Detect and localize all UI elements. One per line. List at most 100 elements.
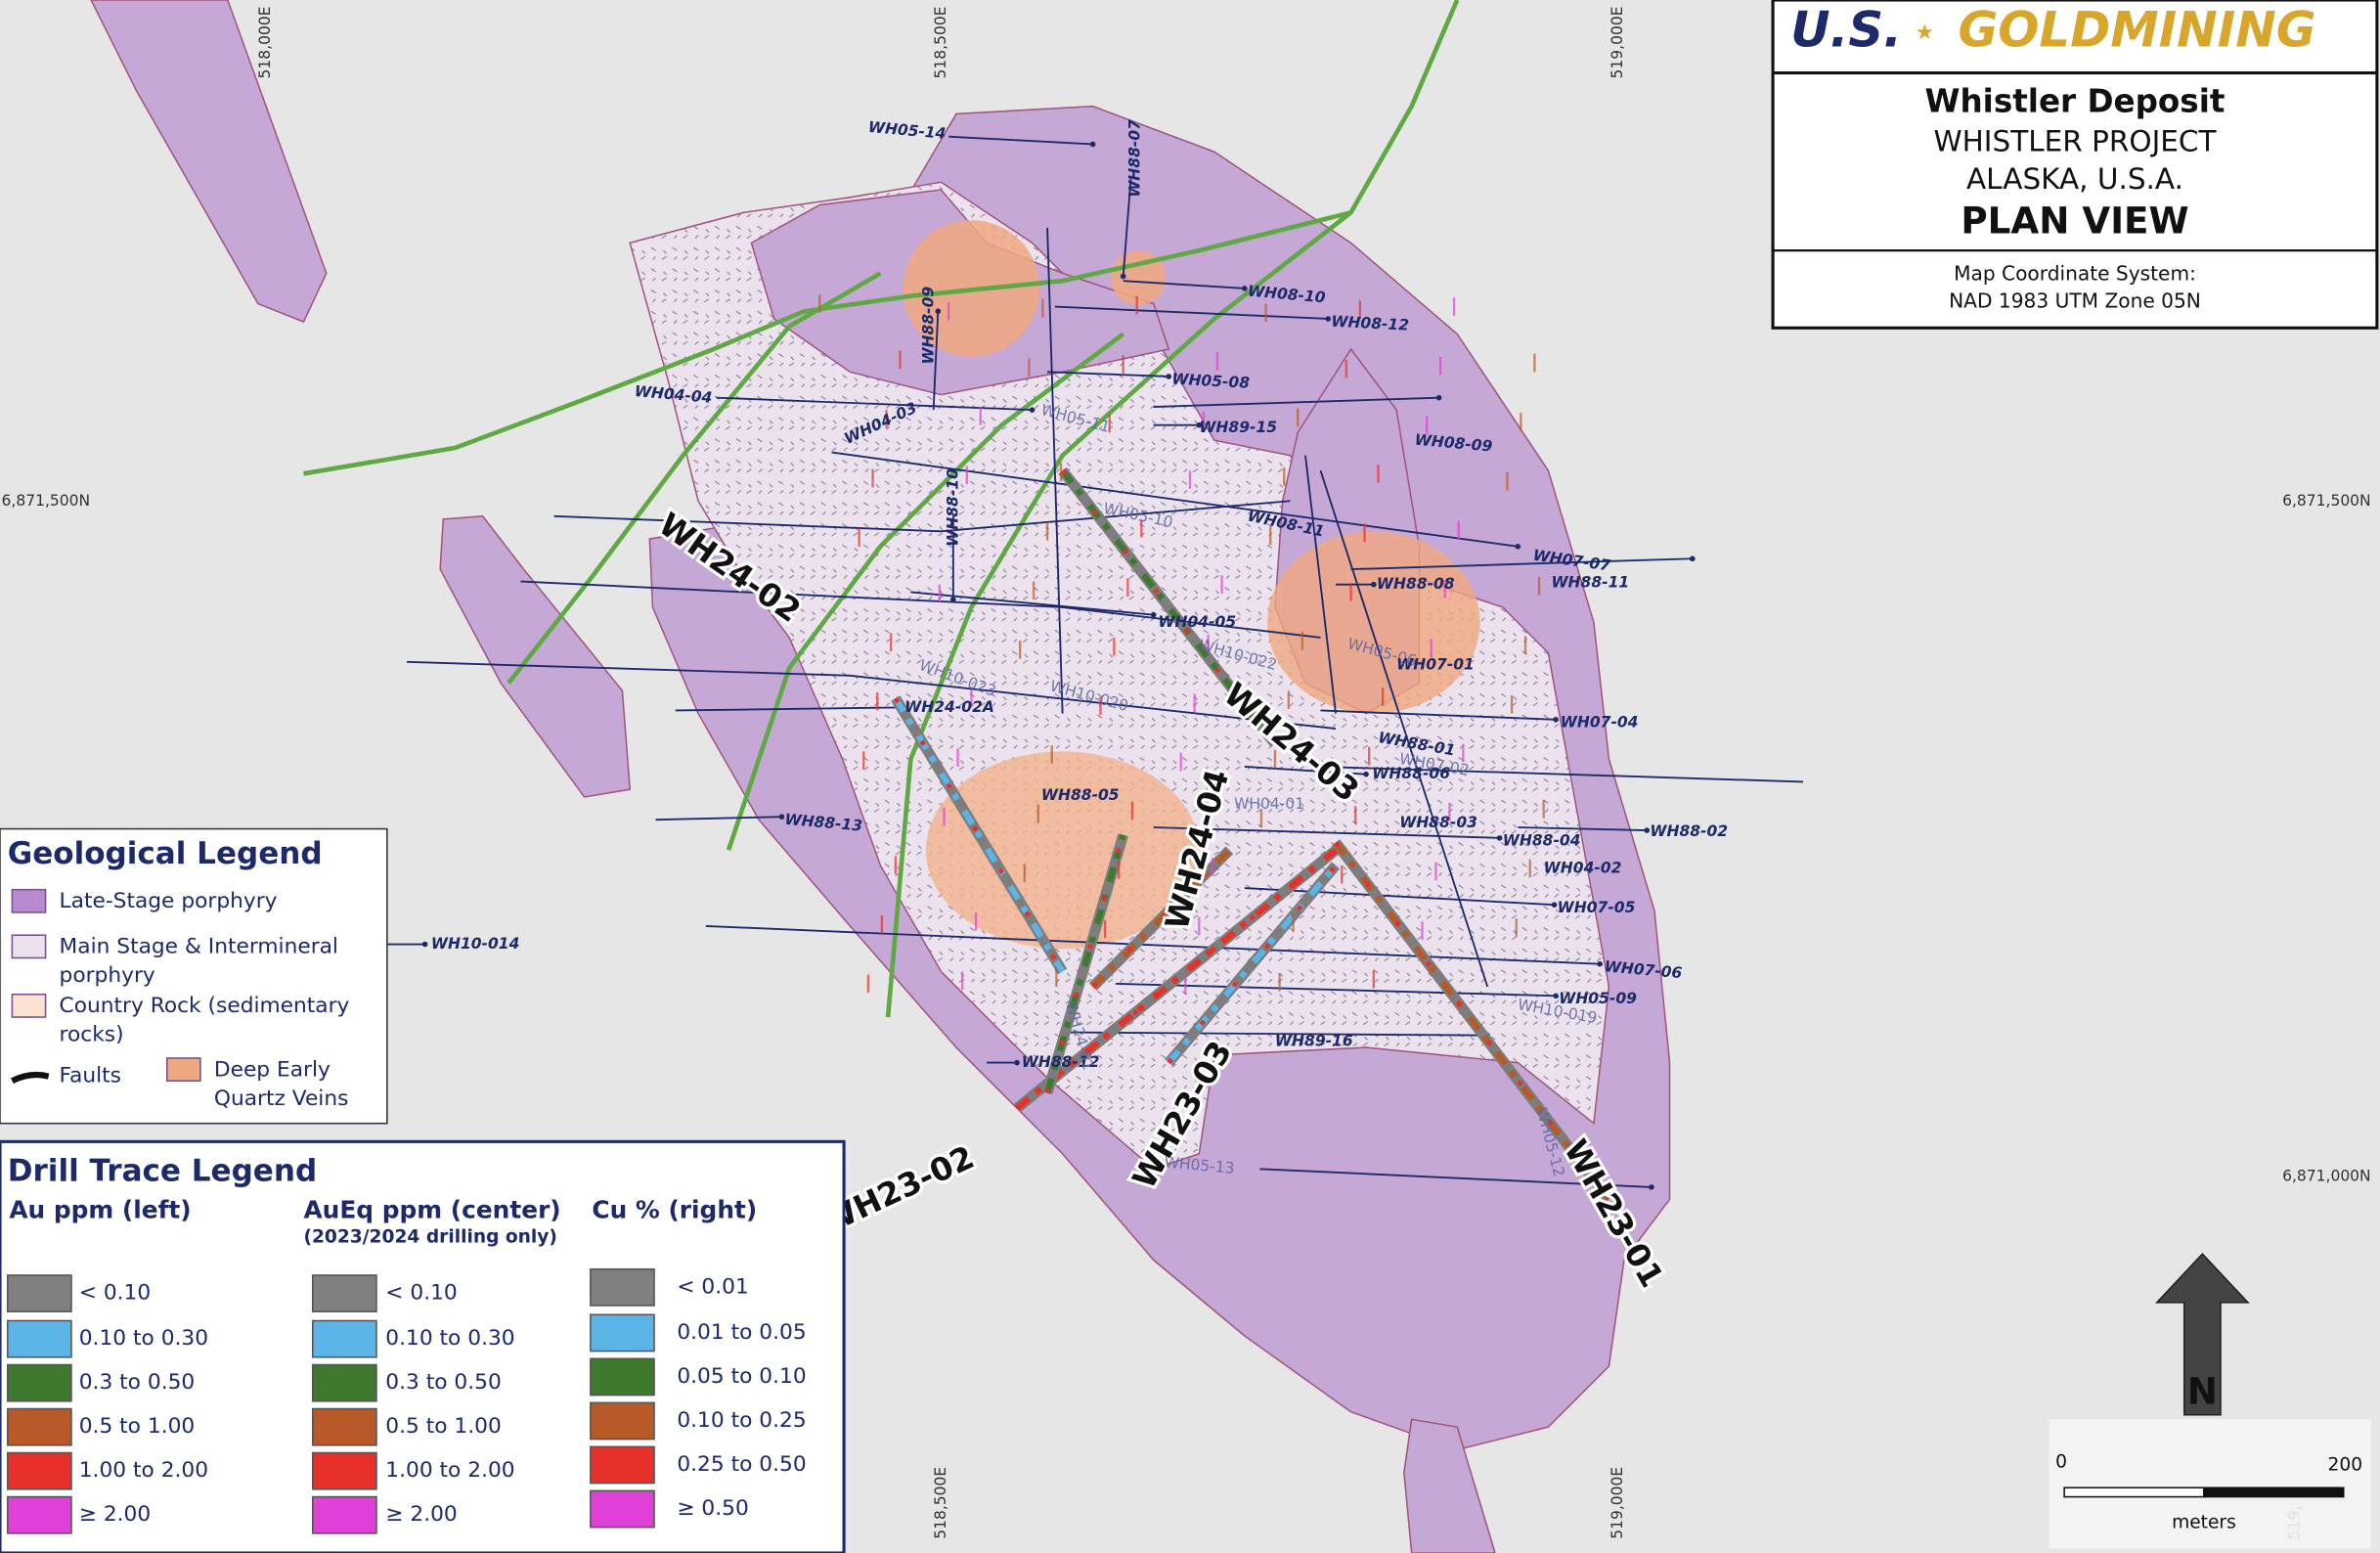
legend-label: < 0.10 <box>385 1281 457 1306</box>
north-label: N <box>2187 1370 2218 1413</box>
collar <box>1515 544 1521 550</box>
drill-hole <box>1046 227 1064 714</box>
late-porphyry <box>439 514 632 798</box>
legend-swatch <box>311 1319 377 1358</box>
column-note: (2023/2024 drilling only) <box>303 1227 556 1248</box>
title-box <box>1771 0 2379 330</box>
drill-hole <box>910 591 1154 616</box>
drill-hole <box>1062 1031 1488 1037</box>
legend-swatch <box>6 1319 72 1358</box>
drill-hole <box>705 924 1601 965</box>
assay-interval <box>1333 840 1611 1202</box>
drill-hole <box>655 816 782 821</box>
drill-hole <box>1319 469 1489 988</box>
grid-label: 519,000E <box>1609 1467 1626 1539</box>
legend-label: 1.00 to 2.00 <box>79 1458 208 1483</box>
legend-label: 0.05 to 0.10 <box>677 1364 806 1389</box>
legend-swatch <box>590 1445 655 1485</box>
drill-hole <box>1153 396 1439 408</box>
hole-label: WH88-03 <box>1399 814 1477 831</box>
legend-swatch <box>311 1274 377 1312</box>
legend-label: ≥ 2.00 <box>385 1502 457 1527</box>
legend-swatch <box>11 993 47 1018</box>
drill-hole <box>1304 455 1337 714</box>
arrow <box>2155 1253 2250 1416</box>
legend-label: 1.00 to 2.00 <box>385 1458 514 1483</box>
collar <box>1649 1184 1654 1190</box>
drill-hole <box>1259 1168 1652 1188</box>
hole-label: WH88-12 <box>1022 1053 1100 1071</box>
grid-label: 6,871,500N <box>2282 492 2371 510</box>
legend-label: 0.01 to 0.05 <box>677 1320 806 1345</box>
legend-label: Deep Early <box>214 1057 331 1082</box>
drill-trace <box>1165 862 1341 1067</box>
legend-label: 0.10 to 0.25 <box>677 1408 806 1433</box>
hole-label: WH88-04 <box>1503 831 1581 849</box>
grid-label: 519,000E <box>1609 6 1626 78</box>
legend-label: 0.3 to 0.50 <box>79 1370 196 1395</box>
drill-hole <box>1320 765 1804 783</box>
legend-label: 0.10 to 0.30 <box>385 1326 514 1351</box>
legend-label: 0.5 to 1.00 <box>385 1414 502 1439</box>
legend-swatch <box>590 1401 655 1441</box>
collar <box>1089 141 1096 148</box>
legend-label: 0.10 to 0.30 <box>79 1326 208 1351</box>
collar <box>1166 374 1172 379</box>
column-heading: Au ppm (left) <box>9 1196 191 1224</box>
hole-label: WH88-02 <box>1650 822 1728 840</box>
collar <box>1363 771 1369 777</box>
scale-start: 0 <box>2055 1451 2067 1472</box>
drill-hole <box>675 706 905 712</box>
legend-swatch <box>311 1451 377 1490</box>
legend-title: Drill Trace Legend <box>8 1153 317 1188</box>
geological-legend: Geological Legend Late-Stage porphyry Mai… <box>0 827 388 1125</box>
quartz-veins <box>925 751 1200 950</box>
collar <box>1014 1059 1020 1066</box>
main-stage-texture <box>630 182 1609 1170</box>
hole-label: WH88-06 <box>1372 765 1450 782</box>
scale-unit: meters <box>2172 1512 2236 1532</box>
hole-label: WH04-05 <box>1158 613 1236 631</box>
collar <box>1551 902 1558 908</box>
scale-bar: 0 200 meters <box>2049 1419 2371 1549</box>
hole-label: WH05-09 <box>1559 990 1637 1007</box>
grid-labels: 518,000E 518,500E 519,000E 518,500E 519,000E… <box>2 6 2371 1539</box>
drill-hole <box>1320 709 1557 721</box>
collar <box>1435 394 1442 401</box>
legend-label: Quartz Veins <box>214 1087 349 1111</box>
drill-hole <box>1047 371 1169 377</box>
legend-swatch <box>590 1313 655 1353</box>
collar <box>1242 286 1248 291</box>
legend-swatch <box>11 934 47 959</box>
collar <box>1597 960 1603 967</box>
legend-label: Country Rock (sedimentary <box>60 994 350 1018</box>
drill-holes <box>386 135 1804 1190</box>
collar <box>1371 581 1377 588</box>
legend-label: Faults <box>60 1064 121 1088</box>
quartz-veins <box>1267 531 1480 714</box>
drill-trace-legend: Drill Trace Legend Au ppm (left) < 0.10 0.… <box>0 1139 846 1553</box>
scale-box <box>2049 1419 2371 1549</box>
hole-label: WH89-16 <box>1275 1032 1353 1049</box>
legend-box <box>0 1139 846 1553</box>
drill-hole <box>520 580 1321 639</box>
collar <box>1553 993 1559 999</box>
collar <box>1120 273 1126 280</box>
title-block: U.S. ★ GOLDMINING Whistler Deposit WHIST… <box>1771 0 2379 330</box>
legend-label: Main Stage & Intermineral <box>60 935 338 959</box>
legend-swatch <box>6 1274 72 1312</box>
coord-system: NAD 1983 UTM Zone 05N <box>1949 288 2201 312</box>
scale-segment <box>2063 1486 2205 1498</box>
collar <box>1644 827 1651 833</box>
drill-hole <box>1122 179 1132 277</box>
hole-label: WH88-08 <box>1377 575 1455 593</box>
hole-label: WH04-02 <box>1544 859 1622 876</box>
grid-label: 518,500E <box>932 6 949 78</box>
collar <box>950 597 956 602</box>
drill-hole <box>1350 557 1693 571</box>
hole-label: WH88-05 <box>1041 786 1120 804</box>
assay-interval <box>1044 833 1126 1094</box>
drill-hole <box>1153 826 1500 839</box>
